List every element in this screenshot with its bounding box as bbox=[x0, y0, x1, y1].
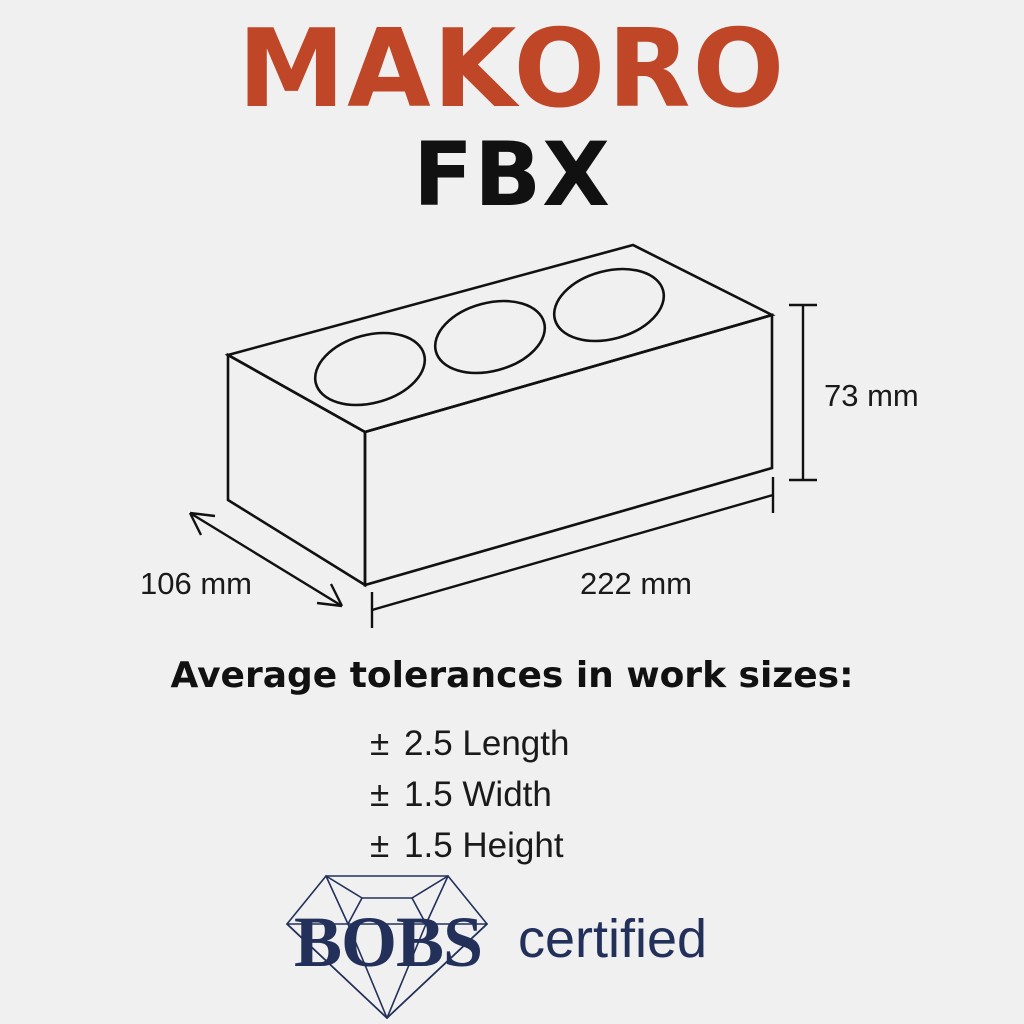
tolerance-row: ±1.5 Width bbox=[370, 769, 790, 820]
bobs-wordmark: BOBS bbox=[293, 902, 483, 982]
tolerance-row: ±2.5 Length bbox=[370, 718, 790, 769]
tolerance-value: 1.5 bbox=[404, 775, 453, 814]
tolerance-sign: ± bbox=[370, 826, 390, 865]
tolerance-value: 2.5 bbox=[404, 724, 453, 763]
height-dimension-line bbox=[789, 303, 817, 482]
tolerance-dimension: Width bbox=[462, 775, 552, 814]
tolerance-dimension: Height bbox=[462, 826, 564, 865]
length-dimension-line bbox=[370, 477, 775, 628]
brick-hole-1 bbox=[313, 331, 427, 407]
dimension-label-width: 106 mm bbox=[140, 566, 252, 601]
tolerances-heading: Average tolerances in work sizes: bbox=[170, 655, 854, 696]
tolerance-value: 1.5 bbox=[404, 826, 453, 865]
dimension-label-height: 73 mm bbox=[824, 378, 919, 413]
tolerances-list: ±2.5 Length ±1.5 Width ±1.5 Height bbox=[370, 718, 790, 871]
dimension-label-length: 222 mm bbox=[580, 566, 692, 601]
brick-hole-2 bbox=[433, 299, 547, 375]
page-title: MAKORO bbox=[237, 7, 787, 132]
brick-solid-outline bbox=[224, 243, 776, 588]
tolerance-sign: ± bbox=[370, 775, 390, 814]
diamond-icon bbox=[286, 875, 488, 1019]
certification-badge: BOBS certified bbox=[282, 868, 742, 1024]
tolerance-dimension: Length bbox=[462, 724, 570, 763]
tolerance-sign: ± bbox=[370, 724, 390, 763]
brick-holes bbox=[313, 267, 666, 407]
brick-hole-3 bbox=[552, 267, 666, 343]
page-subtitle: FBX bbox=[412, 123, 612, 226]
certified-label: certified bbox=[518, 909, 708, 969]
tolerance-row: ±1.5 Height bbox=[370, 820, 790, 871]
